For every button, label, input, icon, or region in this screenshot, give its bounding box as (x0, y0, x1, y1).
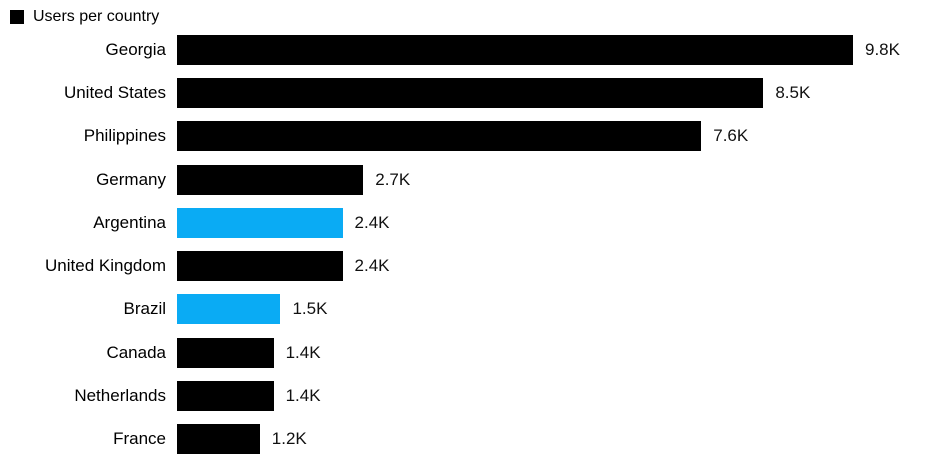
category-label: Philippines (83, 126, 166, 146)
bar-brazil[interactable] (177, 294, 281, 325)
bar-argentina[interactable] (177, 207, 343, 238)
legend-label[interactable]: Users per country (33, 7, 160, 25)
value-label: 7.6K (713, 126, 749, 146)
category-label: Canada (106, 342, 166, 362)
value-label: 2.7K (375, 169, 411, 189)
bar-united-kingdom[interactable] (177, 251, 343, 282)
category-label: Brazil (123, 299, 166, 319)
bar-united-states[interactable] (177, 77, 764, 108)
bar-row: United Kingdom 2.4K (0, 244, 930, 287)
value-label: 2.4K (354, 256, 390, 276)
chart-plot-area: Georgia 9.8K United States 8.5K Philippi… (0, 28, 930, 463)
category-label: United States (63, 82, 166, 102)
value-label: 1.4K (285, 342, 321, 362)
category-label: Germany (96, 169, 166, 189)
legend-swatch-icon (10, 10, 24, 24)
bar-row: Netherlands 1.4K (0, 374, 930, 417)
bar-row: Georgia 9.8K (0, 28, 930, 71)
bar-row: Philippines 7.6K (0, 115, 930, 158)
bar-netherlands[interactable] (177, 381, 274, 412)
bar-row: United States 8.5K (0, 71, 930, 114)
bar-row: Germany 2.7K (0, 158, 930, 201)
category-label: United Kingdom (45, 256, 166, 276)
category-label: Netherlands (74, 386, 166, 406)
bar-philippines[interactable] (177, 121, 702, 152)
value-label: 1.5K (292, 299, 328, 319)
value-label: 1.4K (285, 386, 321, 406)
value-label: 8.5K (775, 82, 811, 102)
bar-row: Canada 1.4K (0, 331, 930, 374)
category-label: France (113, 429, 166, 449)
bar-georgia[interactable] (177, 34, 853, 65)
bar-row: Argentina 2.4K (0, 201, 930, 244)
bar-canada[interactable] (177, 337, 274, 368)
value-label: 9.8K (865, 39, 900, 59)
bar-france[interactable] (177, 424, 260, 455)
value-label: 1.2K (271, 429, 307, 449)
chart-legend: Users per country (0, 0, 930, 29)
value-label: 2.4K (354, 212, 390, 232)
bar-germany[interactable] (177, 164, 364, 195)
bar-row: Brazil 1.5K (0, 288, 930, 331)
category-label: Georgia (105, 39, 166, 59)
category-label: Argentina (93, 212, 166, 232)
bar-row: France 1.2K (0, 418, 930, 461)
